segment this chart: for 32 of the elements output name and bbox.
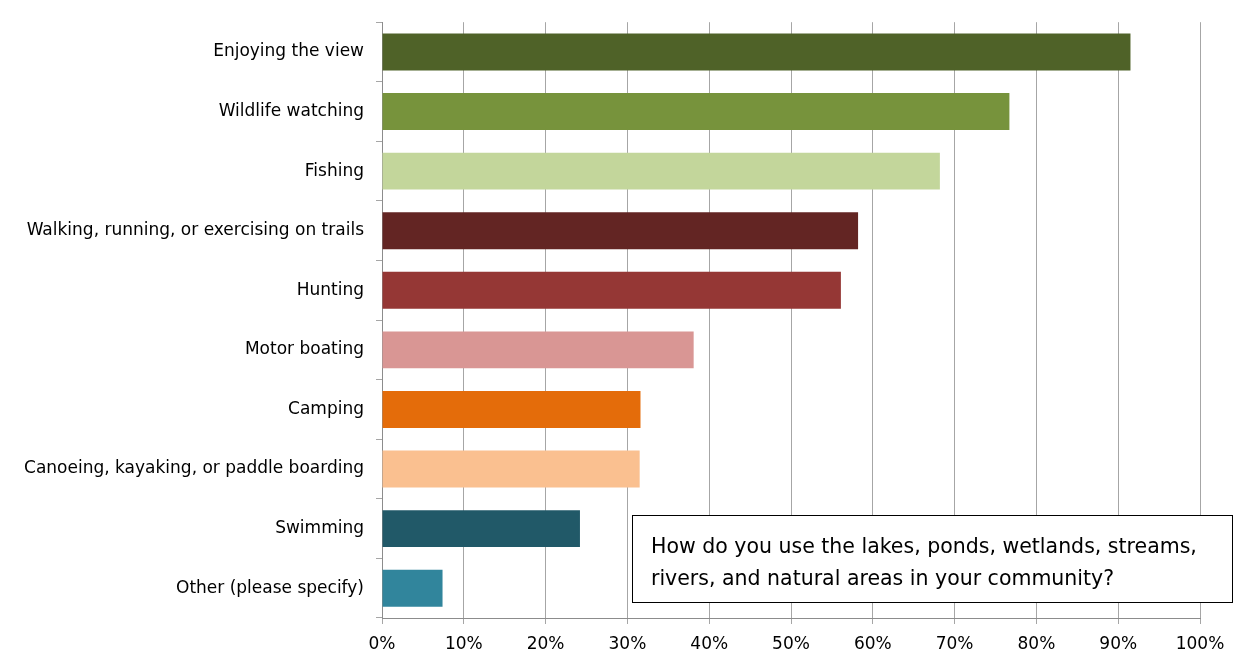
- bar: [382, 152, 940, 190]
- x-tick-label: 100%: [1175, 632, 1225, 653]
- bar: [382, 271, 841, 309]
- bar: [382, 331, 694, 369]
- x-tick-label: 50%: [772, 632, 810, 653]
- x-tick-label: 40%: [690, 632, 729, 653]
- y-tick-label: Walking, running, or exercising on trails: [26, 219, 365, 240]
- y-tick-label: Hunting: [296, 278, 364, 299]
- y-tick-label: Other (please specify): [176, 576, 364, 597]
- x-tick-label: 60%: [853, 632, 892, 653]
- bar: [382, 391, 641, 428]
- x-tick-label: 90%: [1099, 632, 1138, 653]
- bar: [382, 93, 1010, 131]
- x-tick-label: 80%: [1017, 632, 1056, 653]
- x-tick-label: 30%: [608, 632, 647, 653]
- y-tick-label: Enjoying the view: [213, 40, 365, 61]
- x-tick-label: 70%: [935, 632, 974, 653]
- y-tick-label: Canoeing, kayaking, or paddle boarding: [24, 457, 364, 478]
- y-tick-label: Motor boating: [244, 338, 364, 359]
- x-tick-label: 10%: [444, 632, 483, 653]
- bar: [382, 510, 580, 548]
- bar: [382, 450, 640, 488]
- y-tick-label: Swimming: [275, 517, 364, 538]
- x-tick-label: 20%: [526, 632, 565, 653]
- y-tick-label: Camping: [288, 397, 364, 418]
- y-tick-label: Wildlife watching: [218, 99, 364, 120]
- bar: [382, 33, 1131, 71]
- y-tick-label: Fishing: [304, 159, 364, 180]
- bar: [382, 569, 443, 607]
- text-box: How do you use the lakes, ponds, wetlands, streams, rivers, and natural areas in your community?: [632, 515, 1233, 603]
- bar: [382, 212, 859, 250]
- x-tick-label: 0%: [368, 632, 396, 653]
